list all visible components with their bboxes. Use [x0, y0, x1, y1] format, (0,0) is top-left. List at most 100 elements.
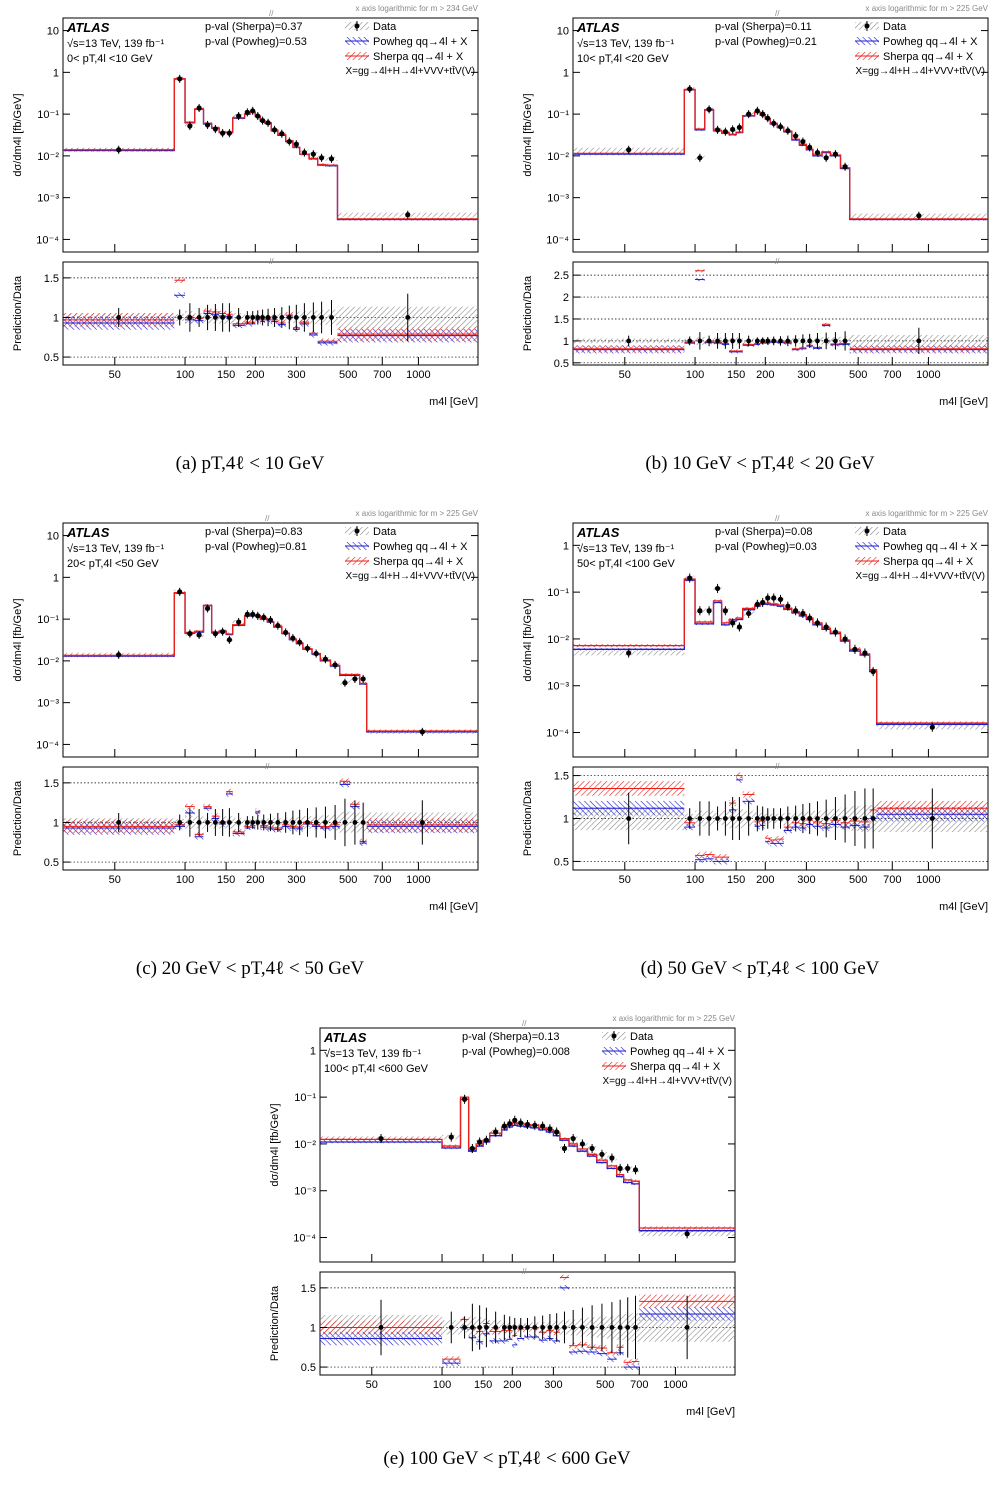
x-tick-label: 700	[883, 874, 901, 886]
ratio-data-point	[793, 816, 799, 821]
ratio-data-point	[469, 1325, 475, 1330]
ratio-data-point	[116, 820, 122, 825]
sherpa-histogram	[320, 1096, 735, 1229]
atlas-label: ATLAS	[576, 525, 620, 540]
ratio-tick-label: 1	[53, 312, 59, 324]
x-tick-label: 1000	[406, 874, 430, 886]
ratio-data-point	[570, 1325, 576, 1330]
ratio-data-point	[771, 816, 777, 821]
data-point	[518, 1120, 524, 1126]
data-point	[204, 605, 211, 612]
panel-a: 10⁻⁴ 10⁻³ 10⁻² 10⁻¹ 1 10 0.5 1 1.5 50 100 150 200 300…	[5, 0, 495, 408]
ratio-data-point	[405, 315, 411, 320]
legend-data-label: Data	[883, 21, 907, 33]
axis-break-mark: //	[775, 514, 780, 523]
data-point	[714, 127, 721, 133]
ratio-data-point	[706, 816, 712, 821]
data-point	[730, 620, 736, 626]
legend-data-marker	[611, 1033, 617, 1039]
ratio-data-point	[760, 338, 766, 344]
data-point	[304, 645, 311, 651]
data-point	[378, 1135, 384, 1142]
x-tick-label: 100	[686, 874, 704, 886]
ratio-data-point	[507, 1325, 513, 1330]
ratio-tick-label: 1.5	[554, 314, 569, 326]
ratio-data-point	[220, 315, 226, 320]
y-tick-label: 10⁻³	[37, 193, 59, 205]
ratio-data-point	[313, 820, 319, 825]
data-point	[697, 155, 703, 161]
data-point	[929, 724, 935, 730]
ratio-data-point	[626, 816, 632, 821]
ratio-data-point	[842, 816, 848, 821]
ratio-data-point	[870, 816, 876, 821]
ratio-data-point	[272, 315, 277, 320]
legend-sherpa-label: Sherpa qq→4l + X	[373, 556, 464, 568]
data-point	[916, 213, 922, 219]
data-point	[493, 1129, 499, 1135]
data-point	[342, 680, 348, 686]
energy-lumi: √s=13 TeV, 139 fb⁻¹	[577, 543, 675, 555]
ratio-data-point	[275, 820, 281, 825]
ratio-data-point	[250, 315, 256, 320]
ratio-data-point	[833, 338, 838, 344]
legend-sherpa-label: Sherpa qq→4l + X	[883, 51, 974, 63]
data-point	[360, 676, 366, 682]
data-point	[469, 1145, 475, 1152]
ratio-data-point	[493, 1325, 499, 1330]
atlas-label: ATLAS	[323, 1030, 367, 1045]
chart-b: 10⁻⁴ 10⁻³ 10⁻² 10⁻¹ 1 10 0.5 1 1.5 2 2.5 50 100 150 20…	[522, 4, 989, 408]
x-tick-label: 300	[797, 369, 815, 381]
ratio-data-point	[609, 1325, 615, 1330]
ratio-data-point	[196, 820, 202, 825]
data-point	[870, 669, 876, 675]
data-point	[226, 637, 233, 643]
data-point	[842, 164, 848, 170]
pval-sherpa: p-val (Sherpa)=0.13	[462, 1031, 560, 1043]
ratio-data-point	[687, 338, 693, 344]
ratio-data-point	[697, 816, 703, 821]
ratio-data-point	[807, 338, 813, 344]
legend-data-label: Data	[373, 526, 397, 538]
ratio-data-point	[617, 1325, 623, 1330]
ratio-tick-label: 1	[563, 336, 569, 348]
data-point	[714, 585, 721, 592]
legend-powheg-label: Powheg qq→4l + X	[373, 36, 468, 48]
ratio-data-point	[800, 338, 806, 344]
axis-break-mark: //	[775, 9, 780, 18]
y-axis-title: dσ/dm4l [fb/GeV]	[12, 598, 24, 681]
y-tick-label: 10⁻²	[294, 1139, 316, 1151]
data-point	[286, 138, 292, 145]
ratio-data-point	[760, 816, 766, 821]
powheg-histogram	[320, 1098, 735, 1232]
x-tick-label: 150	[727, 874, 745, 886]
ratio-data-point	[236, 820, 242, 825]
ratio-data-point	[236, 315, 242, 320]
pt-range-label: 10< pT,4l <20 GeV	[577, 53, 669, 65]
data-point	[283, 629, 289, 636]
y-tick-label: 10⁻¹	[547, 587, 569, 599]
x-tick-label: 50	[366, 1379, 378, 1391]
data-point	[267, 617, 274, 623]
ratio-tick-label: 1.5	[44, 778, 59, 790]
ratio-data-point	[815, 816, 820, 821]
chart-a: 10⁻⁴ 10⁻³ 10⁻² 10⁻¹ 1 10 0.5 1 1.5 50 100 150 200 300…	[12, 4, 479, 408]
axis-note: x axis logarithmic for m > 225 GeV	[613, 1014, 736, 1023]
data-point	[297, 639, 303, 645]
data-point	[540, 1123, 546, 1129]
x-tick-label: 1000	[916, 369, 940, 381]
data-point	[448, 1134, 454, 1140]
x-tick-label: 100	[176, 874, 194, 886]
data-point	[177, 76, 183, 82]
energy-lumi: √s=13 TeV, 139 fb⁻¹	[324, 1048, 422, 1060]
data-point	[722, 129, 728, 135]
axis-break-mark: //	[522, 1019, 527, 1028]
ratio-data-point	[929, 816, 935, 821]
y-tick-label: 10⁻⁴	[36, 739, 59, 751]
y-tick-label: 1	[310, 1045, 316, 1057]
caption-e: (e) 100 GeV < pT,4ℓ < 600 GeV	[383, 1448, 631, 1469]
powheg-histogram	[63, 592, 478, 733]
x-tick-label: 50	[619, 874, 631, 886]
ratio-data-point	[715, 338, 720, 344]
ratio-data-point	[589, 1325, 595, 1330]
